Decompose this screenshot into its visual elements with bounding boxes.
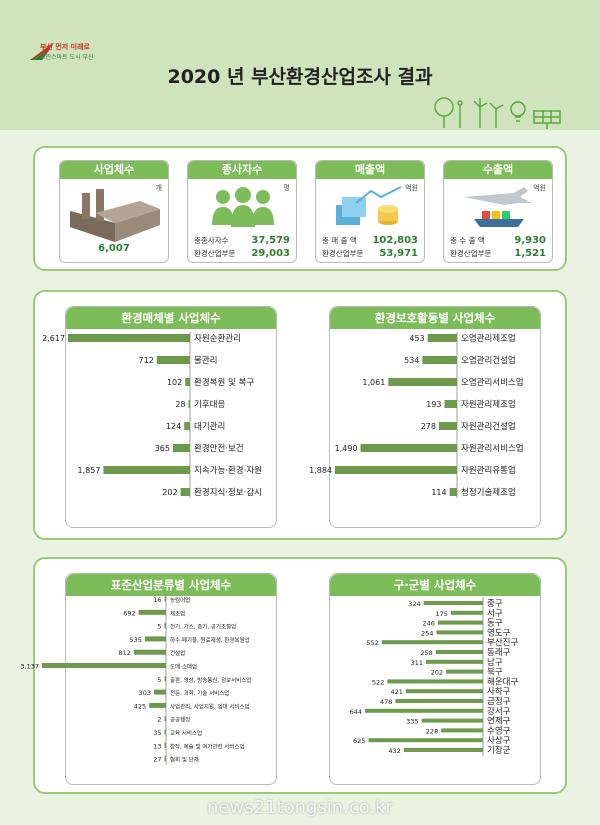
chart-industry-section: 표준산업분류별 사업체수: [65, 573, 277, 785]
total-exports-row: 총 수 출 액 9,930: [450, 235, 546, 246]
export-icon: [464, 187, 532, 227]
sales-card: 매출액 억원 총 매 출 액 102,803 환경산업부문 53,971: [315, 160, 425, 263]
card-title: 사업체수: [60, 161, 168, 179]
employee-count-card: 종사자수 명 총종사자수 37,579 환경산업부문 29,003: [187, 160, 297, 263]
unit-label: 억원: [405, 184, 418, 192]
card-title: 종사자수: [188, 161, 296, 179]
chart-district-section: 구·군별 사업체수: [329, 573, 541, 785]
chart-title: 환경보호활동별 사업체수: [330, 307, 540, 329]
chart-activity-section: 환경보호활동별 사업체수: [329, 306, 541, 528]
eco-illustration-icon: [434, 97, 561, 129]
unit-label: 명: [283, 184, 290, 192]
unit-label: 억원: [533, 184, 546, 192]
env-exports-row: 환경산업부문 1,521: [450, 248, 546, 259]
chart-title: 표준산업분류별 사업체수: [66, 574, 276, 596]
summary-panel: 사업체수 개 6,007 종사자수 명 총종사자수 37,579 환경산업부문 …: [33, 146, 567, 271]
env-employees-row: 환경산업부문 29,003: [194, 248, 290, 259]
logo-mark-icon: [30, 42, 54, 60]
activity-charts-panel: 환경매체별 사업체수 환경보호활동별 사업체수: [33, 290, 567, 540]
env-sales-row: 환경산업부문 53,971: [322, 248, 418, 259]
card-title: 매출액: [316, 161, 424, 179]
export-card: 수출액 억원 총 수 출 액 9,930 환경산업부문 1,521: [443, 160, 553, 263]
page-title: 2020 년 부산환경산업조사 결과: [167, 66, 433, 88]
unit-label: 개: [155, 184, 162, 192]
header-band: [0, 0, 600, 130]
logo-subslogan: 그린스마트 도시 부산: [40, 54, 94, 61]
chart-title: 구·군별 사업체수: [330, 574, 540, 596]
total-employees-row: 총종사자수 37,579: [194, 235, 290, 246]
classification-charts-panel: 표준산업분류별 사업체수 구·군별 사업체수: [33, 557, 567, 794]
chart-media-section: 환경매체별 사업체수: [65, 306, 277, 528]
chart-title: 환경매체별 사업체수: [66, 307, 276, 329]
total-sales-row: 총 매 출 액 102,803: [322, 235, 418, 246]
money-icon: [336, 186, 402, 225]
people-icon: [212, 187, 274, 227]
logo-slogan: 부산 먼저 미래로: [40, 43, 90, 51]
business-count-card: 사업체수 개 6,007: [59, 160, 169, 263]
busan-logo: 부산 먼저 미래로 그린스마트 도시 부산: [28, 38, 123, 68]
watermark: news21tongsin.co.kr: [206, 797, 394, 818]
business-count-value: 6,007: [98, 243, 130, 254]
card-title: 수출액: [444, 161, 552, 179]
factory-icon: [70, 189, 160, 242]
